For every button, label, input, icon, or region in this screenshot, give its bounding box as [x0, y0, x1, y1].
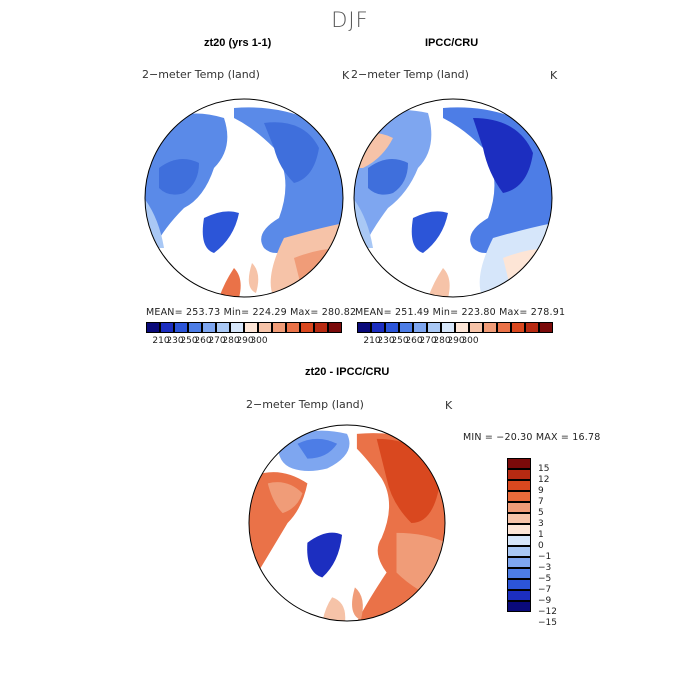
- colorbar-tick-label: 0: [538, 541, 544, 551]
- colorbar-swatch: [371, 322, 385, 333]
- colorbar-swatch: [507, 524, 531, 535]
- colorbar-swatch: [427, 322, 441, 333]
- colorbar-swatch: [507, 590, 531, 601]
- colorbar-swatch: [174, 322, 188, 333]
- colorbar-swatch: [314, 322, 328, 333]
- colorbar-swatch: [507, 568, 531, 579]
- colorbar-tick-label: 230: [166, 336, 184, 346]
- colorbar-swatch: [441, 322, 455, 333]
- colorbar-tick-label: 12: [538, 475, 550, 485]
- colorbar-swatch: [507, 535, 531, 546]
- panel-title-obs: IPCC/CRU: [425, 37, 479, 49]
- colorbar-tick-label: 280: [433, 336, 451, 346]
- panel-unit-model: K: [342, 69, 350, 82]
- colorbar-swatch: [357, 322, 371, 333]
- colorbar-swatch: [385, 322, 399, 333]
- colorbar-swatch: [216, 322, 230, 333]
- land-greenland: [202, 211, 239, 253]
- colorbar-swatch: [146, 322, 160, 333]
- colorbar-tick-label: −7: [538, 585, 552, 595]
- colorbar-swatch: [286, 322, 300, 333]
- colorbar-tick-label: 270: [419, 336, 437, 346]
- colorbar-swatch: [507, 513, 531, 524]
- panel-subtitle-model: 2−meter Temp (land): [142, 68, 260, 81]
- colorbar-swatch: [507, 469, 531, 480]
- colorbar-swatch: [507, 579, 531, 590]
- colorbar-tick-label: 7: [538, 497, 544, 507]
- colorbar-tick-label: −1: [538, 552, 552, 562]
- polar-map-model: [144, 98, 344, 298]
- colorbar-tick-label: 300: [250, 336, 268, 346]
- colorbar-tick-label: 290: [447, 336, 465, 346]
- colorbar-swatch: [188, 322, 202, 333]
- colorbar-model-ticks: 210 230 250 260 270 280 290 300: [146, 336, 342, 348]
- colorbar-swatch: [507, 546, 531, 557]
- colorbar-swatch: [507, 480, 531, 491]
- figure-title: DJF: [331, 8, 369, 32]
- colorbar-swatch: [539, 322, 553, 333]
- panel-subtitle-obs: 2−meter Temp (land): [351, 68, 469, 81]
- colorbar-tick-label: −15: [538, 618, 557, 628]
- diff-panel-subtitle: 2−meter Temp (land): [246, 398, 364, 411]
- colorbar-swatch: [507, 601, 531, 612]
- colorbar-swatch: [272, 322, 286, 333]
- colorbar-swatch: [258, 322, 272, 333]
- colorbar-tick-label: 290: [236, 336, 254, 346]
- colorbar-tick-label: 210: [152, 336, 170, 346]
- colorbar-tick-label: 210: [363, 336, 381, 346]
- colorbar-swatch: [300, 322, 314, 333]
- colorbar-tick-label: 250: [180, 336, 198, 346]
- colorbar-swatch: [507, 502, 531, 513]
- colorbar-tick-label: 9: [538, 486, 544, 496]
- colorbar-swatch: [244, 322, 258, 333]
- diff-panel-unit: K: [445, 399, 453, 412]
- colorbar-swatch: [507, 557, 531, 568]
- colorbar-swatch: [455, 322, 469, 333]
- colorbar-tick-label: −3: [538, 563, 552, 573]
- colorbar-swatch: [525, 322, 539, 333]
- colorbar-swatch: [469, 322, 483, 333]
- colorbar-model: [146, 322, 342, 333]
- colorbar-swatch: [497, 322, 511, 333]
- colorbar-swatch: [202, 322, 216, 333]
- diff-panel-title: zt20 - IPCC/CRU: [305, 366, 390, 378]
- colorbar-tick-label: −5: [538, 574, 552, 584]
- colorbar-swatch: [328, 322, 342, 333]
- panel-stats-model: MEAN= 253.73 Min= 224.29 Max= 280.82: [146, 307, 357, 318]
- colorbar-tick-label: 230: [377, 336, 395, 346]
- colorbar-swatch: [483, 322, 497, 333]
- colorbar-tick-label: −12: [538, 607, 557, 617]
- colorbar-tick-label: 270: [208, 336, 226, 346]
- colorbar-obs: [357, 322, 553, 333]
- colorbar-tick-label: 300: [461, 336, 479, 346]
- colorbar-diff-ticks: 15 12 9 7 5 3 1 0 −1 −3 −5 −7 −9 −12 −15: [538, 458, 568, 628]
- panel-title-model: zt20 (yrs 1-1): [204, 37, 272, 49]
- panel-stats-obs: MEAN= 251.49 Min= 223.80 Max= 278.91: [355, 307, 566, 318]
- colorbar-swatch: [399, 322, 413, 333]
- colorbar-diff: [507, 458, 531, 612]
- colorbar-tick-label: 5: [538, 508, 544, 518]
- colorbar-tick-label: 260: [405, 336, 423, 346]
- panel-unit-obs: K: [550, 69, 558, 82]
- colorbar-swatch: [160, 322, 174, 333]
- colorbar-swatch: [413, 322, 427, 333]
- diff-panel-stats: MIN = −20.30 MAX = 16.78: [463, 432, 601, 443]
- polar-map-diff: [248, 424, 446, 622]
- colorbar-swatch: [507, 491, 531, 502]
- colorbar-tick-label: 260: [194, 336, 212, 346]
- colorbar-obs-ticks: 210 230 250 260 270 280 290 300: [357, 336, 553, 348]
- colorbar-tick-label: 15: [538, 464, 550, 474]
- colorbar-swatch: [507, 458, 531, 469]
- colorbar-tick-label: 3: [538, 519, 544, 529]
- colorbar-tick-label: 1: [538, 530, 544, 540]
- colorbar-tick-label: 280: [222, 336, 240, 346]
- colorbar-tick-label: −9: [538, 596, 552, 606]
- colorbar-tick-label: 250: [391, 336, 409, 346]
- polar-map-obs: [353, 98, 553, 298]
- colorbar-swatch: [511, 322, 525, 333]
- colorbar-swatch: [230, 322, 244, 333]
